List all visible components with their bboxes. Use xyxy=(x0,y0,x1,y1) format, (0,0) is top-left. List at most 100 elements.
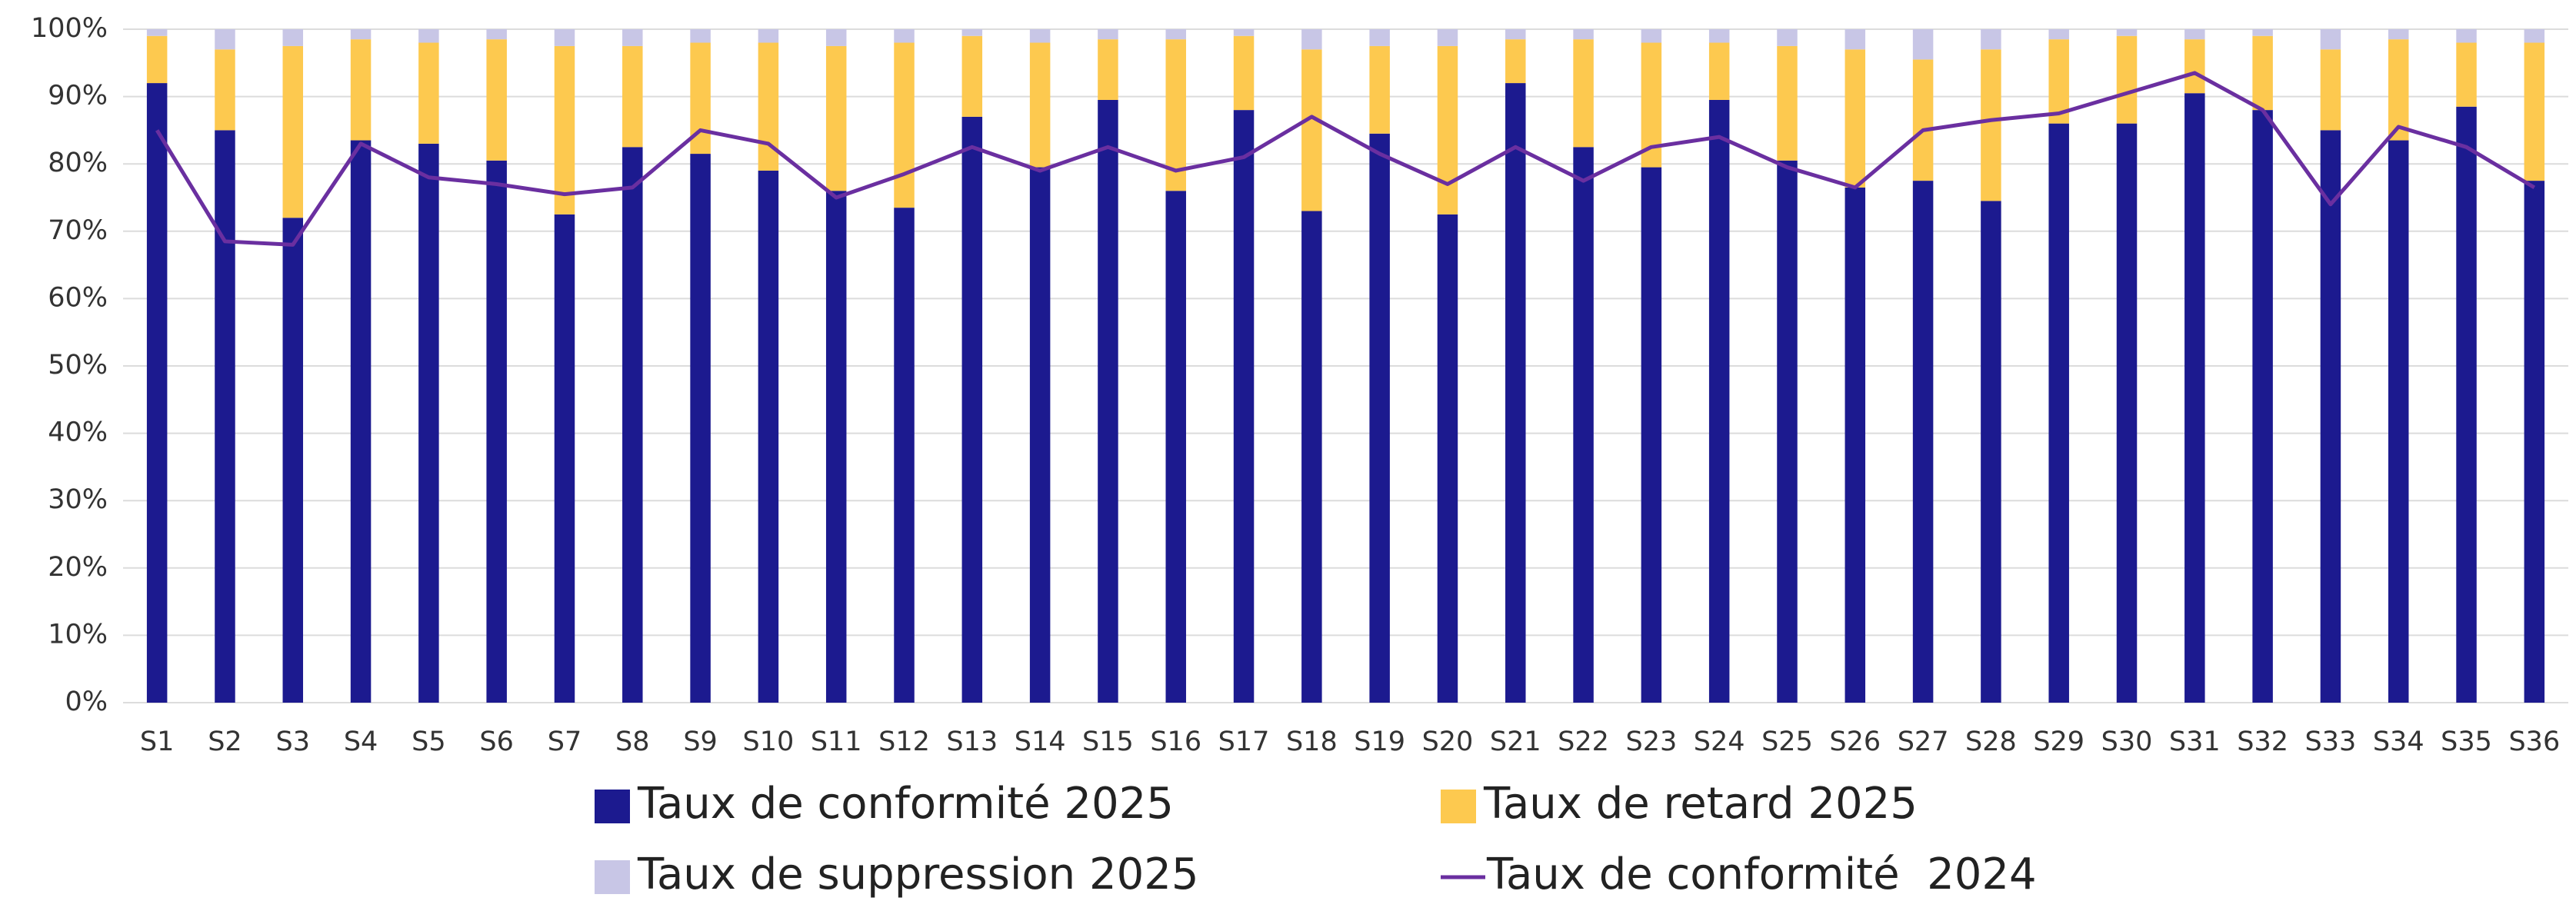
y-tick-label: 50% xyxy=(48,350,108,381)
bar xyxy=(1708,42,1730,100)
bar xyxy=(1505,83,1526,703)
bar xyxy=(2524,42,2545,181)
x-tick-label: S30 xyxy=(2101,726,2153,757)
bar xyxy=(2252,110,2273,703)
bar xyxy=(1369,45,1390,134)
bar xyxy=(1708,99,1730,703)
bar xyxy=(350,29,372,40)
x-tick-label: S17 xyxy=(1218,726,1270,757)
x-tick-label: S10 xyxy=(743,726,795,757)
bar xyxy=(961,35,983,117)
bar xyxy=(1777,29,1798,46)
bar xyxy=(1641,167,1662,703)
bar xyxy=(622,29,643,46)
bar xyxy=(758,29,779,43)
bar xyxy=(146,83,168,703)
x-tick-label: S25 xyxy=(1761,726,1813,757)
bar xyxy=(2252,29,2273,36)
bar xyxy=(1165,39,1186,191)
bar xyxy=(1845,29,1866,50)
x-tick-label: S16 xyxy=(1150,726,1201,757)
bar xyxy=(1233,110,1255,703)
legend-swatch xyxy=(1441,790,1476,823)
bar xyxy=(1981,29,2001,50)
bar xyxy=(1437,45,1458,214)
bar xyxy=(2388,140,2409,703)
x-tick-label: S35 xyxy=(2441,726,2492,757)
bar xyxy=(1708,29,1730,43)
bar xyxy=(1029,42,1051,168)
bar xyxy=(2184,39,2205,94)
bar xyxy=(1437,214,1458,703)
bar xyxy=(1233,29,1255,36)
legend-label: Taux de conformité 2024 xyxy=(1486,849,2037,899)
bar xyxy=(1369,29,1390,46)
bar xyxy=(1573,29,1594,40)
x-tick-label: S19 xyxy=(1354,726,1405,757)
x-tick-label: S13 xyxy=(946,726,998,757)
x-tick-label: S33 xyxy=(2305,726,2357,757)
bar xyxy=(2116,29,2138,36)
bar xyxy=(1505,29,1526,40)
bar xyxy=(894,208,915,703)
legend-swatch xyxy=(595,860,630,894)
bar xyxy=(690,154,711,703)
y-tick-label: 0% xyxy=(65,687,108,717)
bar xyxy=(1437,29,1458,46)
bar xyxy=(1098,29,1118,40)
bar xyxy=(758,170,779,703)
bar xyxy=(2320,130,2341,703)
bar xyxy=(622,147,643,703)
bar xyxy=(1029,29,1051,43)
x-tick-label: S5 xyxy=(412,726,446,757)
bar xyxy=(1098,39,1118,100)
x-tick-label: S24 xyxy=(1694,726,1745,757)
bar xyxy=(894,29,915,43)
bar xyxy=(1505,39,1526,84)
bar xyxy=(690,29,711,43)
y-tick-label: 30% xyxy=(48,484,108,515)
bar xyxy=(2456,106,2477,703)
x-tick-label: S14 xyxy=(1015,726,1066,757)
bar xyxy=(486,29,507,40)
bar xyxy=(825,45,847,191)
x-tick-label: S7 xyxy=(548,726,582,757)
x-tick-label: S9 xyxy=(683,726,718,757)
x-tick-label: S27 xyxy=(1898,726,1949,757)
bar xyxy=(486,160,507,703)
bar xyxy=(215,49,235,131)
bar xyxy=(215,29,235,50)
x-tick-label: S18 xyxy=(1286,726,1338,757)
y-tick-label: 20% xyxy=(48,552,108,583)
bar xyxy=(2184,93,2205,703)
bar xyxy=(1777,160,1798,703)
y-tick-label: 10% xyxy=(48,619,108,650)
bar xyxy=(1777,45,1798,161)
x-tick-label: S32 xyxy=(2237,726,2288,757)
x-tick-label: S1 xyxy=(140,726,175,757)
x-tick-label: S36 xyxy=(2508,726,2560,757)
bar xyxy=(2456,42,2477,107)
y-tick-label: 70% xyxy=(48,215,108,246)
bar xyxy=(1981,49,2001,201)
bar xyxy=(1233,35,1255,111)
bar xyxy=(1912,59,1934,181)
bar xyxy=(2456,29,2477,43)
bar xyxy=(554,45,575,214)
bar xyxy=(825,191,847,703)
bar xyxy=(1981,201,2001,703)
bar xyxy=(215,130,235,703)
x-tick-label: S2 xyxy=(208,726,242,757)
y-tick-label: 100% xyxy=(31,13,108,44)
x-tick-label: S4 xyxy=(344,726,378,757)
x-tick-label: S34 xyxy=(2373,726,2424,757)
bar xyxy=(1301,49,1322,211)
y-tick-label: 80% xyxy=(48,148,108,178)
y-tick-label: 60% xyxy=(48,282,108,313)
bar xyxy=(1573,147,1594,703)
bar xyxy=(1912,181,1934,703)
line xyxy=(155,71,2536,247)
y-tick-label: 40% xyxy=(48,417,108,448)
x-tick-label: S29 xyxy=(2033,726,2084,757)
